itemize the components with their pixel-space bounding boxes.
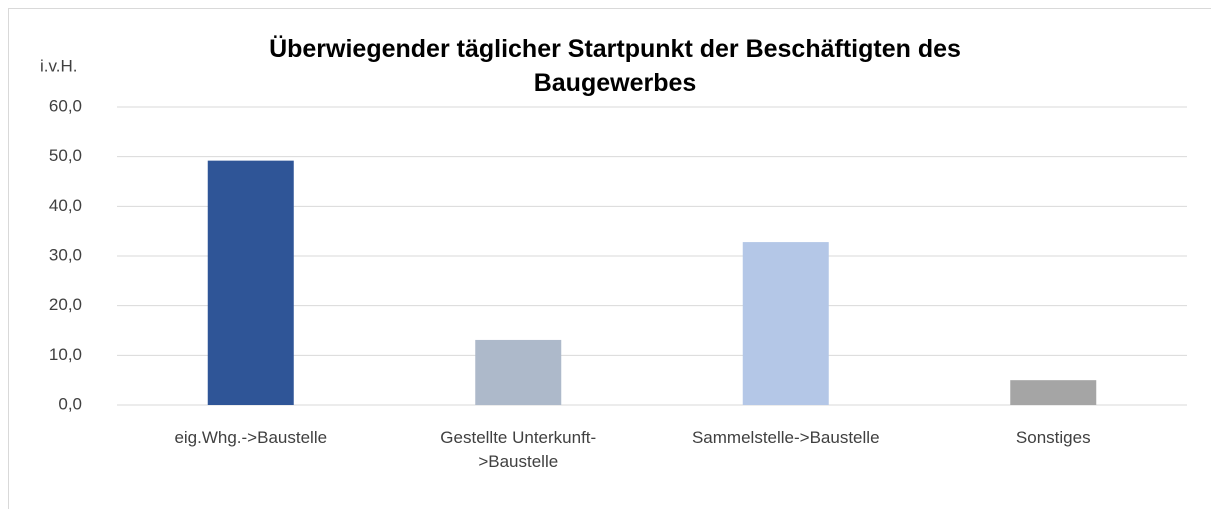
chart-title: Überwiegender täglicher Startpunkt der B… xyxy=(269,35,961,97)
bar xyxy=(1010,380,1097,405)
y-tick-label: 20,0 xyxy=(49,295,82,314)
x-tick-label: Sammelstelle->Baustelle xyxy=(691,428,880,447)
x-tick-label: eig.Whg.->Baustelle xyxy=(174,428,328,447)
y-tick-label: 30,0 xyxy=(49,245,82,264)
chart-border xyxy=(8,8,1211,509)
y-tick-label: 60,0 xyxy=(49,96,82,115)
bar xyxy=(742,242,829,405)
x-tick-label: Sonstiges xyxy=(1015,428,1091,447)
y-axis-label: i.v.H. xyxy=(40,56,77,75)
y-tick-label: 50,0 xyxy=(49,146,82,165)
y-tick-label: 0,0 xyxy=(58,394,82,413)
bar xyxy=(207,160,294,405)
x-tick-label: Gestellte Unterkunft->Baustelle xyxy=(440,428,597,471)
y-tick-label: 40,0 xyxy=(49,196,82,215)
y-tick-label: 10,0 xyxy=(49,345,82,364)
bar xyxy=(475,339,562,405)
